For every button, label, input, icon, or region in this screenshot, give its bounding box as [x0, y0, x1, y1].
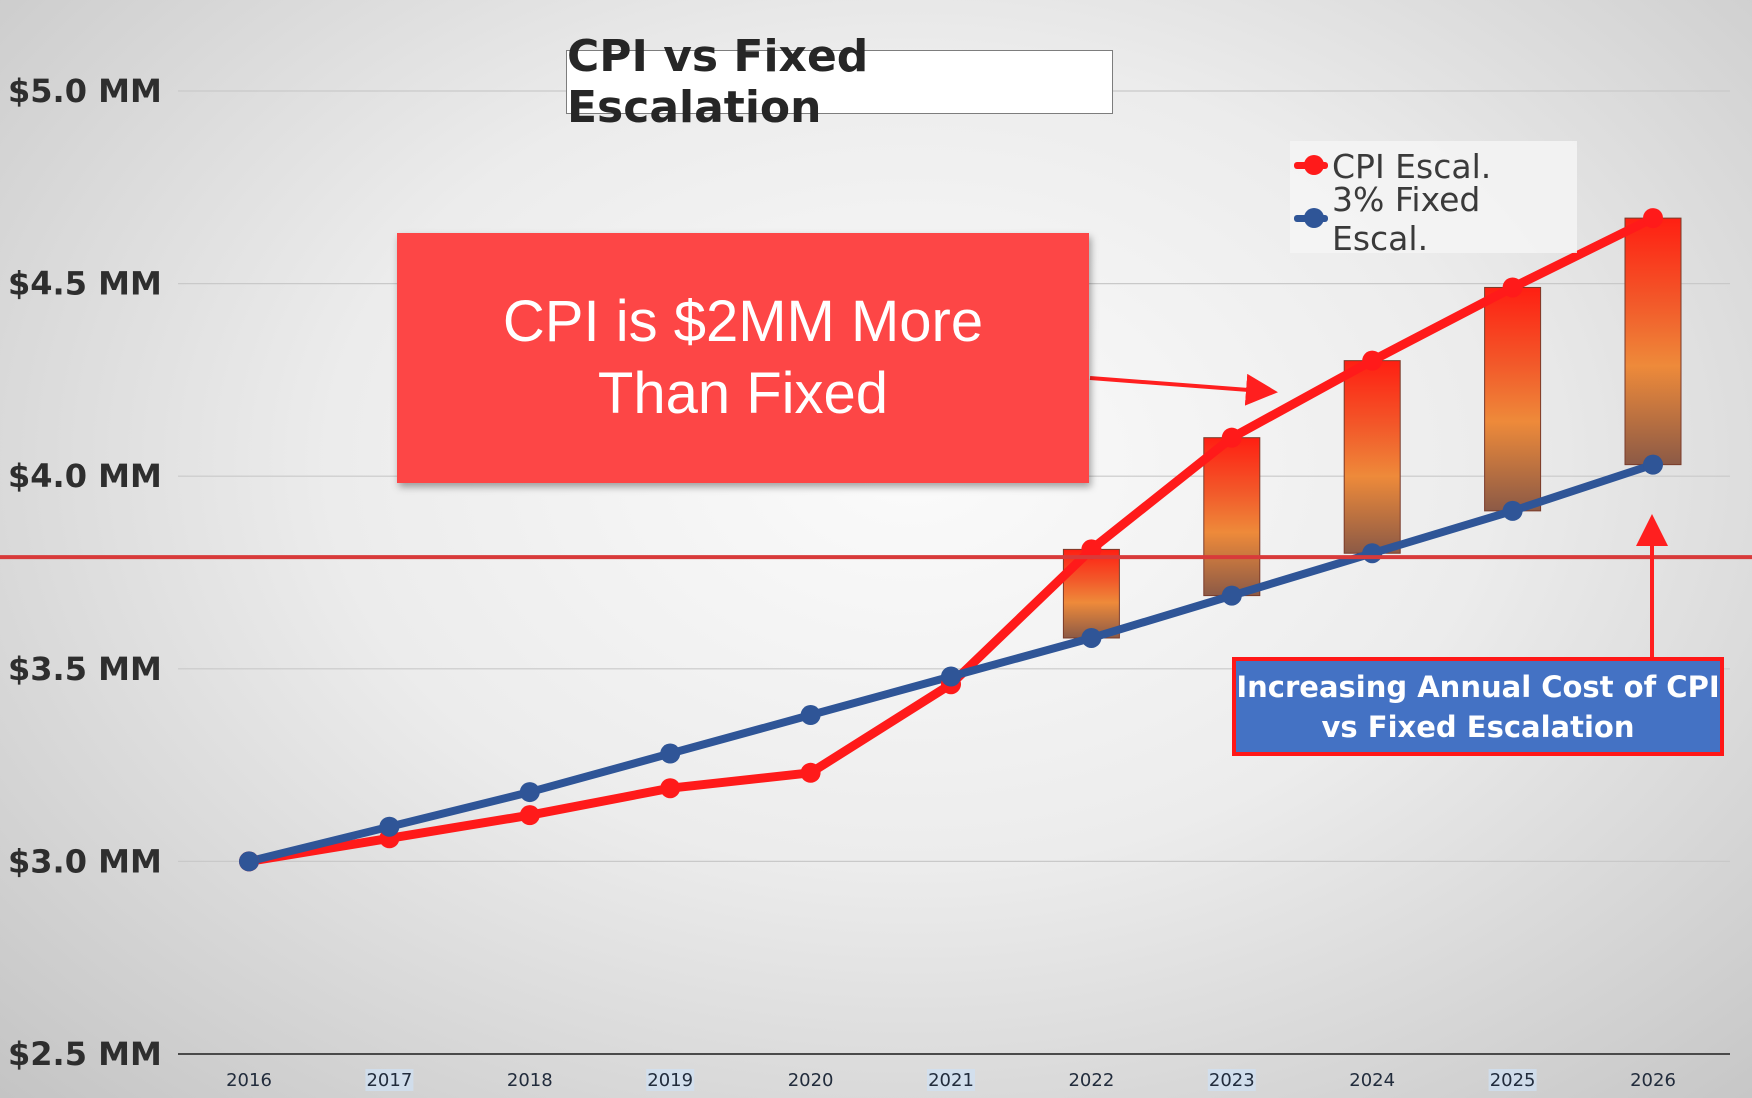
x-tick-label: 2026 [1630, 1070, 1676, 1091]
difference-bar [1624, 217, 1682, 466]
data-point-fixed [1643, 454, 1663, 475]
y-tick-label: $5.0 MM [8, 72, 162, 110]
data-point-fixed [800, 705, 821, 726]
y-tick-label: $4.0 MM [8, 457, 162, 495]
chart-title: CPI vs Fixed Escalation [566, 31, 1113, 133]
data-point-fixed [239, 851, 259, 872]
x-tick-highlight [365, 1069, 414, 1091]
callout-line-1: CPI is $2MM More [502, 289, 984, 354]
data-point-cpi [1362, 350, 1383, 371]
legend-swatch-fixed [1294, 199, 1332, 239]
x-tick-highlight [1207, 1069, 1256, 1091]
callout-line-2: Than Fixed [597, 361, 889, 426]
legend: CPI Escal. 3% Fixed Escal. [1290, 141, 1577, 258]
data-point-fixed [379, 816, 400, 837]
note-box: Increasing Annual Cost of CPI vs Fixed E… [1232, 657, 1724, 756]
x-tick-highlight [646, 1069, 695, 1091]
x-tick-label: 2024 [1349, 1070, 1395, 1091]
data-point-fixed [1221, 585, 1242, 606]
data-point-cpi [1221, 427, 1242, 448]
data-point-cpi [660, 778, 681, 799]
data-point-cpi [1502, 277, 1523, 298]
difference-bar [1343, 360, 1401, 554]
x-tick-label: 2025 [1490, 1070, 1536, 1091]
y-tick-label: $3.0 MM [8, 842, 162, 880]
x-tick-label: 2019 [647, 1070, 693, 1091]
note-line-1: Increasing Annual Cost of CPI [1236, 669, 1720, 704]
data-point-fixed [1081, 627, 1102, 648]
legend-label-cpi: CPI Escal. [1332, 146, 1492, 186]
data-point-cpi [800, 762, 821, 783]
x-tick-label: 2023 [1209, 1070, 1255, 1091]
difference-bar [1484, 286, 1542, 512]
x-tick-label: 2018 [507, 1070, 553, 1091]
data-point-fixed [660, 743, 681, 764]
y-tick-label: $4.5 MM [8, 265, 162, 303]
y-tick-label: $3.5 MM [8, 650, 162, 688]
data-point-cpi [1081, 539, 1102, 560]
x-tick-label: 2021 [928, 1070, 974, 1091]
x-tick-label: 2017 [366, 1070, 412, 1091]
data-point-fixed [519, 782, 540, 803]
data-point-cpi [519, 805, 540, 826]
data-point-cpi [1643, 208, 1663, 229]
y-tick-label: $2.5 MM [8, 1035, 162, 1073]
data-point-fixed [1502, 500, 1523, 521]
x-tick-label: 2016 [226, 1070, 272, 1091]
legend-label-fixed: 3% Fixed Escal. [1332, 180, 1481, 258]
note-line-2: vs Fixed Escalation [1321, 709, 1635, 744]
x-tick-label: 2022 [1068, 1070, 1114, 1091]
data-point-fixed [1362, 543, 1383, 564]
data-point-fixed [941, 666, 961, 687]
legend-swatch-cpi [1294, 146, 1332, 186]
x-tick-highlight [1488, 1069, 1537, 1091]
callout-box: CPI is $2MM More Than Fixed [397, 233, 1089, 483]
legend-item-cpi: CPI Escal. [1294, 146, 1491, 186]
legend-item-fixed: 3% Fixed Escal. [1294, 180, 1577, 258]
callout-arrow [1089, 373, 1278, 406]
x-tick-label: 2020 [788, 1070, 834, 1091]
x-tick-highlight [927, 1069, 975, 1091]
difference-bar [1203, 437, 1261, 597]
